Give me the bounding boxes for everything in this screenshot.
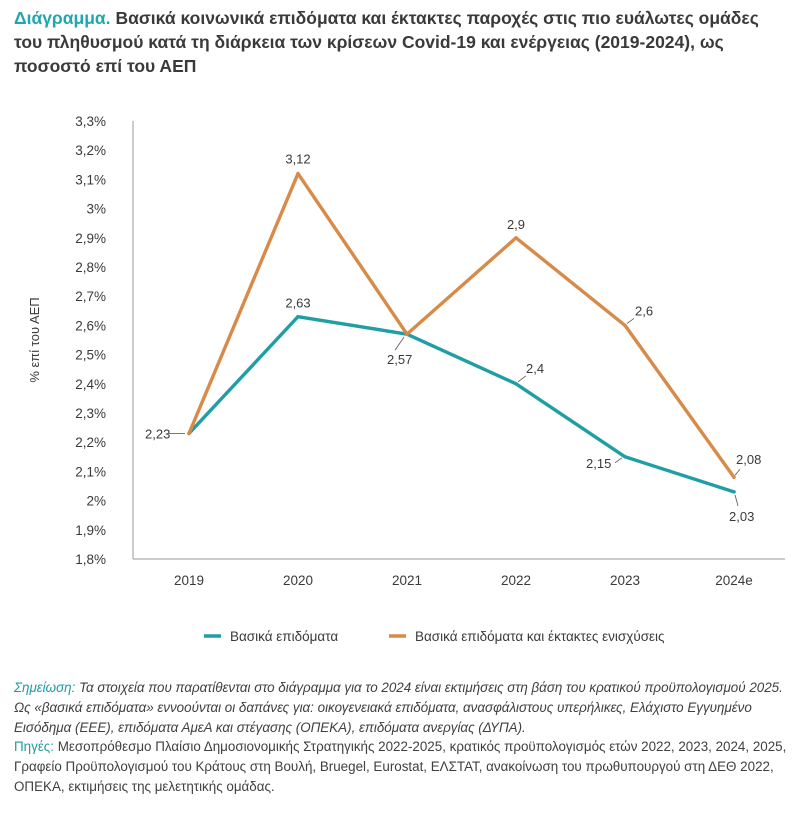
data-point-s2	[296, 171, 300, 176]
data-label: 2,23	[145, 426, 170, 441]
x-tick-label: 2021	[392, 573, 422, 588]
y-tick-label: 2,3%	[75, 406, 106, 421]
x-tick-label: 2019	[174, 573, 204, 588]
data-label: 2,6	[635, 303, 653, 318]
line-chart: 1,8% 1,9% 2% 2,1% 2,2% 2,3% 2,4% 2,5% 2,6% 2,7% 2,…	[27, 114, 785, 644]
y-tick-label: 3%	[86, 202, 106, 217]
chart-notes: Σημείωση: Τα στοιχεία που παρατίθενται σ…	[14, 678, 789, 797]
data-point-s1	[732, 490, 736, 494]
data-label-leader	[626, 318, 635, 324]
data-label: 2,03	[729, 509, 754, 524]
data-label: 2,08	[736, 452, 761, 467]
data-point-s2	[623, 323, 627, 328]
y-tick-label: 2,4%	[75, 377, 106, 392]
data-label-leader	[517, 375, 527, 383]
data-point-s1	[296, 314, 300, 319]
legend-label-1: Βασικά επιδόματα	[230, 629, 338, 644]
data-point-s2	[514, 236, 518, 240]
data-point-s2	[405, 332, 409, 336]
y-tick-label: 1,8%	[75, 552, 106, 567]
series-line-2	[187, 171, 736, 479]
y-tick-label: 2,8%	[75, 260, 106, 275]
legend-label-2: Βασικά επιδόματα και έκτακτες ενισχύσεις	[415, 629, 665, 644]
data-point-s1	[514, 382, 518, 386]
series-line-1	[187, 314, 736, 494]
data-point-s2	[187, 431, 191, 436]
y-tick-label: 2,7%	[75, 289, 106, 304]
sources-label: Πηγές:	[14, 739, 54, 755]
y-tick-label: 3,1%	[75, 172, 106, 187]
data-point-s1	[623, 455, 627, 459]
data-label: 2,15	[586, 456, 611, 471]
data-label-leader	[734, 494, 739, 506]
y-tick-label: 2%	[86, 494, 106, 509]
chart-title-text: Βασικά κοινωνικά επιδόματα και έκτακτες …	[14, 8, 759, 76]
sources-text: Μεσοπρόθεσμο Πλαίσιο Δημοσιονομικής Στρα…	[14, 739, 787, 794]
note-text: Τα στοιχεία που παρατίθενται στο διάγραμ…	[14, 680, 783, 735]
y-tick-label: 1,9%	[75, 523, 106, 538]
data-label: 3,12	[285, 152, 310, 167]
data-label-leader	[614, 457, 623, 464]
chart-title: Διάγραμμα. Βασικά κοινωνικά επιδόματα κα…	[14, 6, 784, 78]
data-label: 2,63	[285, 296, 310, 311]
y-tick-label: 2,6%	[75, 318, 106, 333]
y-tick-label: 2,5%	[75, 348, 106, 363]
chart-title-lead: Διάγραμμα.	[14, 8, 111, 28]
x-tick-label: 2023	[610, 573, 640, 588]
x-tick-label: 2022	[501, 573, 531, 588]
data-label: 2,9	[507, 217, 525, 232]
data-label: 2,57	[387, 352, 412, 367]
y-tick-label: 3,2%	[75, 143, 106, 158]
data-label: 2,4	[526, 361, 544, 376]
note-label: Σημείωση:	[14, 680, 76, 695]
data-label-leader	[734, 468, 741, 476]
y-tick-label: 2,1%	[75, 464, 106, 479]
x-tick-label: 2024e	[715, 573, 753, 588]
y-tick-label: 3,3%	[75, 114, 106, 129]
x-tick-label: 2020	[283, 573, 313, 588]
data-label-leader	[394, 336, 405, 351]
y-axis-title: % επί του ΑΕΠ	[27, 297, 42, 382]
y-tick-label: 2,9%	[75, 231, 106, 246]
y-tick-label: 2,2%	[75, 435, 106, 450]
data-point-s2	[732, 475, 736, 479]
